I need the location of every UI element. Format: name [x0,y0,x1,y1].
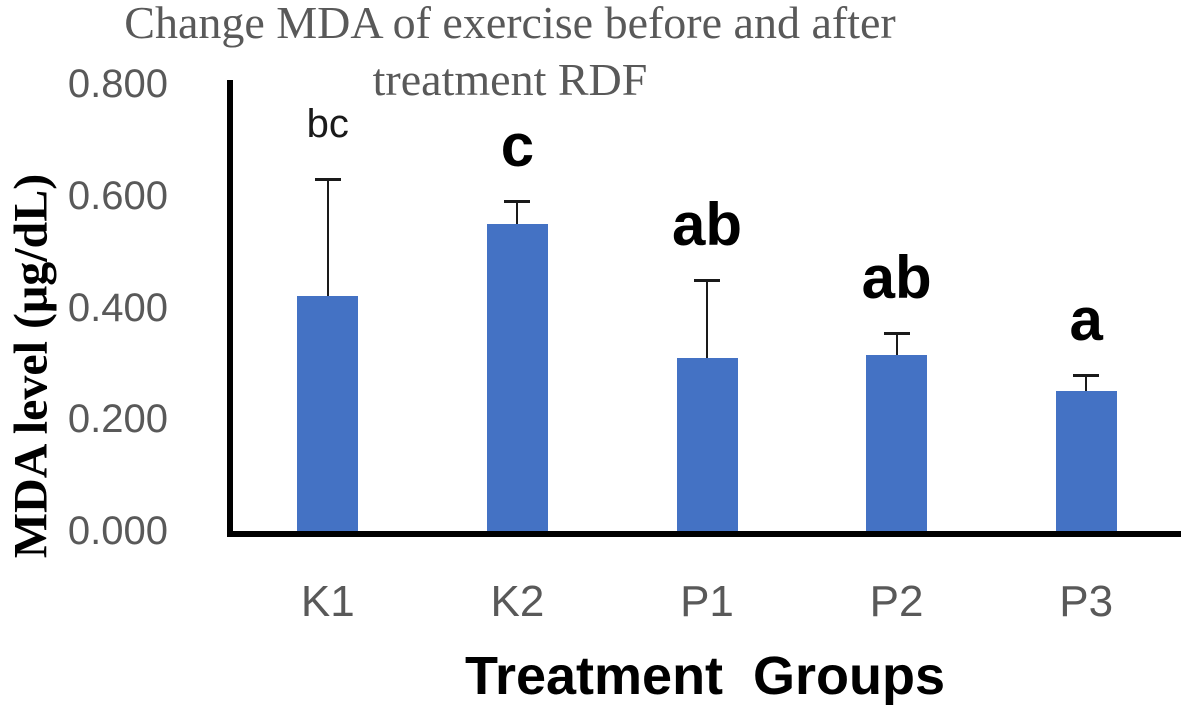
sig-letter-k2: c [500,112,535,180]
x-tick-label-p2: P2 [869,577,924,626]
bar-p2 [866,355,928,531]
x-tick-label-p1: P1 [680,577,734,626]
bar-k2 [486,223,548,531]
y-tick-label: 0.400 [67,285,168,330]
bar-k1 [297,296,359,531]
bar-p1 [676,357,738,531]
sig-letter-p2: ab [861,243,932,311]
y-tick-label: 0.200 [67,397,168,442]
error-bar-line-p1 [706,279,708,358]
sig-letter-k1: bc [306,102,349,146]
chart-title: Change MDA of exercise before and after … [60,0,960,108]
plot-area [227,80,1181,537]
error-bar-line-k1 [326,178,329,297]
y-tick-label: 0.000 [67,509,168,553]
error-bar-line-p2 [895,332,898,355]
error-bar-cap-p2 [883,331,910,335]
x-axis-title: Treatment Groups [464,646,946,706]
x-tick-label-k2: K2 [490,577,545,626]
bar-p3 [1055,391,1117,531]
error-bar-cap-p3 [1073,373,1100,377]
chart-title-line1: Change MDA of exercise before and after [124,0,896,48]
sig-letter-p3: a [1069,285,1103,353]
y-tick-label: 0.800 [67,62,168,106]
x-tick-label-k1: K1 [300,577,355,626]
error-bar-cap-k1 [314,177,341,181]
sig-letter-p1: ab [671,190,743,258]
error-bar-line-p3 [1085,374,1088,392]
y-axis-title: MDA level (μg/dL) [4,173,58,559]
x-tick-label-p3: P3 [1059,577,1114,626]
chart-title-line2: treatment RDF [372,54,648,105]
error-bar-line-k2 [516,201,519,224]
error-bar-cap-k2 [504,200,531,204]
error-bar-cap-p1 [694,278,720,282]
y-tick-label: 0.600 [67,173,168,218]
